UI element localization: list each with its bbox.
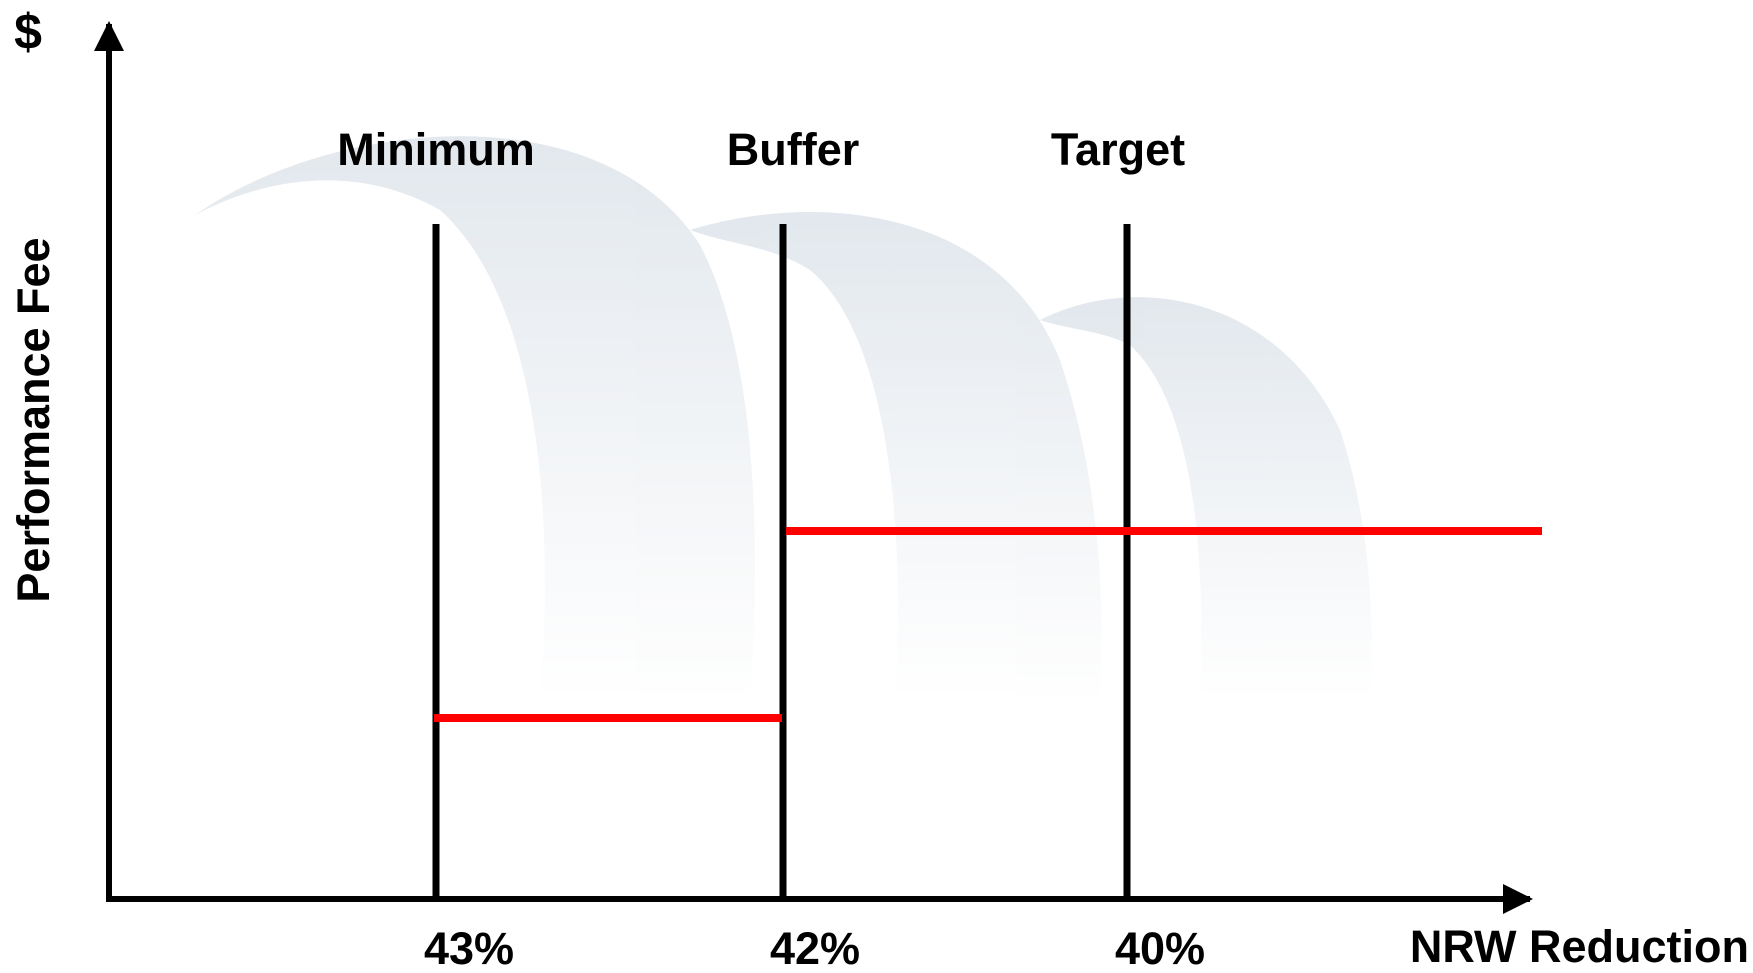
watermark [195, 136, 1372, 700]
threshold-label: 40% [1115, 923, 1205, 973]
y-axis-symbol: $ [14, 4, 42, 60]
threshold-name: Buffer [727, 124, 860, 175]
threshold-name: Minimum [337, 124, 535, 175]
x-axis-title: NRW Reduction [1410, 921, 1749, 972]
threshold-label: 42% [770, 923, 860, 973]
threshold-lines [432, 224, 1131, 899]
fee-steps [434, 527, 1542, 722]
threshold-name: Target [1051, 124, 1185, 175]
y-axis-title: Performance Fee [8, 237, 59, 602]
axes [94, 21, 1533, 914]
threshold-label: 43% [424, 923, 514, 973]
